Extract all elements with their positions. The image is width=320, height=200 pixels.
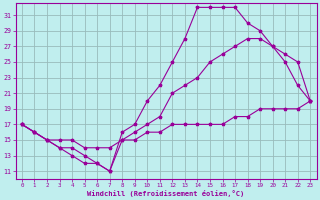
X-axis label: Windchill (Refroidissement éolien,°C): Windchill (Refroidissement éolien,°C)	[87, 190, 245, 197]
